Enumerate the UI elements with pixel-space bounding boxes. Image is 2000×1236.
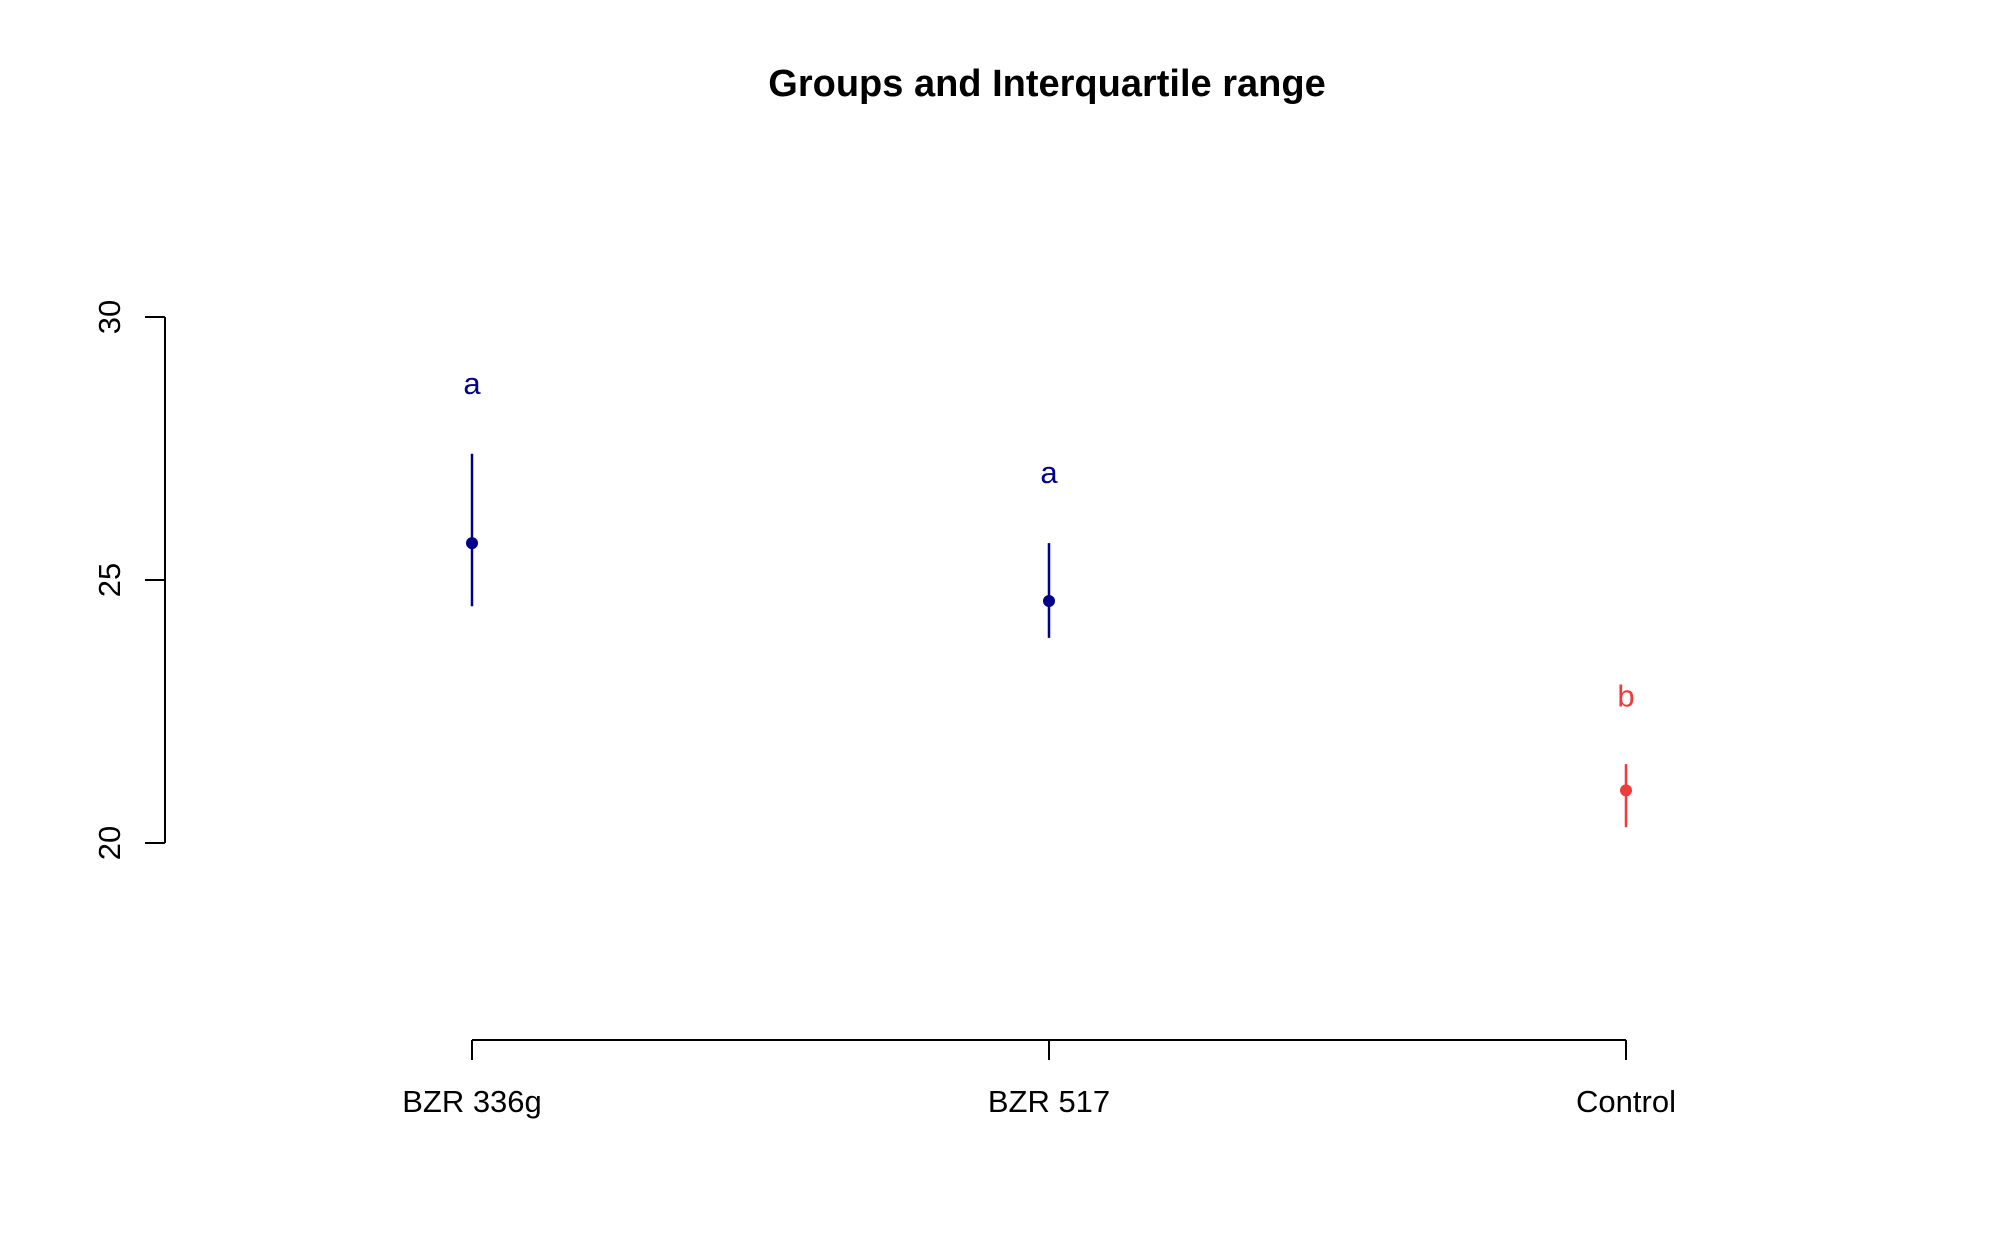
y-axis: 20 25 30 bbox=[92, 300, 166, 860]
x-tick-label: BZR 517 bbox=[988, 1084, 1110, 1119]
median-point bbox=[1043, 595, 1055, 608]
x-axis: BZR 336g BZR 517 Control bbox=[402, 1039, 1676, 1119]
median-point bbox=[1620, 784, 1632, 797]
group-letter-label: a bbox=[1040, 455, 1058, 490]
x-tick-label: Control bbox=[1576, 1084, 1676, 1119]
y-tick-label: 20 bbox=[92, 826, 127, 860]
plot-marks: a a b bbox=[463, 366, 1635, 828]
median-point bbox=[466, 537, 478, 550]
chart-title: Groups and Interquartile range bbox=[768, 63, 1325, 105]
y-tick-label: 25 bbox=[92, 563, 127, 597]
y-tick-label: 30 bbox=[92, 300, 127, 334]
x-tick-label: BZR 336g bbox=[402, 1084, 542, 1119]
group-letter-label: a bbox=[463, 366, 481, 401]
group-letter-label: b bbox=[1617, 679, 1634, 714]
